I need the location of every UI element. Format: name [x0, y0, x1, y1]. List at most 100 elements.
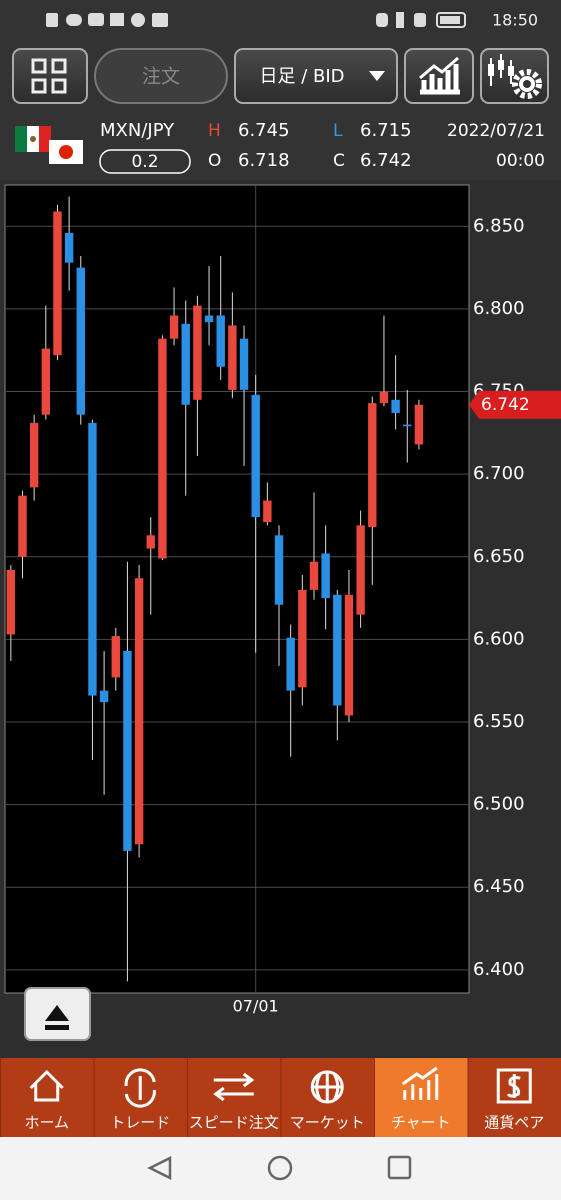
candle-body	[158, 338, 167, 559]
status-bar	[0, 0, 561, 42]
nav-item[interactable]: チャート	[374, 1058, 468, 1137]
nav-label: スピード注文	[189, 1114, 279, 1132]
candle-body	[263, 500, 272, 523]
candle-body	[64, 232, 74, 263]
nav-label: トレード	[110, 1114, 170, 1132]
nav-icon	[29, 1069, 64, 1102]
quote-time: 00:00	[496, 151, 545, 171]
close-value: 6.742	[360, 150, 412, 171]
nav-separator	[93, 1058, 95, 1137]
nav-icon	[401, 1066, 439, 1100]
menu-button[interactable]	[12, 48, 88, 104]
low-value: 6.715	[360, 120, 412, 141]
order-button[interactable]: 注文	[94, 48, 228, 104]
candle-body	[239, 338, 249, 390]
spread: 0.2	[131, 152, 158, 172]
y-tick-label: 6.700	[473, 463, 525, 484]
chart-settings-button[interactable]	[480, 48, 549, 104]
candle-body	[368, 403, 377, 528]
nav-icon	[496, 1068, 532, 1104]
candle-body	[228, 325, 237, 390]
candle-body	[286, 637, 295, 691]
nav-separator	[0, 1058, 1, 1137]
open-label: O	[208, 151, 221, 171]
nav-separator	[280, 1058, 282, 1137]
candle-body	[88, 422, 97, 696]
candle-body	[403, 424, 412, 427]
period-select[interactable]: 日足 / BID	[234, 48, 398, 104]
quote-date: 2022/07/21	[447, 121, 545, 141]
candle-body	[111, 636, 120, 678]
nav-item[interactable]: スピード注文	[187, 1058, 281, 1137]
candle-body	[146, 535, 155, 549]
nav-separator	[467, 1058, 469, 1137]
candle-body	[414, 404, 424, 445]
candle-body	[251, 394, 260, 518]
y-tick-label: 6.850	[473, 215, 525, 236]
system-nav	[0, 1137, 561, 1200]
nav-label: ホーム	[24, 1114, 69, 1132]
candle-body	[309, 561, 319, 590]
x-tick-label: 07/01	[233, 997, 279, 1016]
y-tick-label: 6.400	[473, 959, 525, 980]
y-tick-label: 6.650	[473, 546, 525, 567]
spread-pill	[99, 149, 191, 174]
candle-body	[41, 348, 51, 415]
nav-icon-shape	[213, 1072, 255, 1102]
plot: 6.4006.4506.5006.5506.6006.6506.7006.750…	[5, 185, 525, 993]
nav-icon-shape	[310, 1070, 344, 1104]
nav-item-bg	[187, 1058, 281, 1137]
nav-icon-shape	[401, 1066, 439, 1100]
y-tick-label: 6.550	[473, 711, 525, 732]
nav-icon	[124, 1068, 156, 1108]
chart-type-button[interactable]	[404, 48, 474, 104]
close-label: C	[333, 151, 345, 171]
candle-body	[169, 315, 179, 339]
last-price-label: 6.742	[481, 395, 530, 415]
status-icons	[46, 12, 466, 28]
nav-icon-shape	[29, 1069, 64, 1102]
nav-item[interactable]: 通貨ペア	[467, 1058, 561, 1137]
low-label: L	[333, 121, 343, 141]
candle-body	[53, 211, 62, 356]
candle-body	[379, 391, 389, 404]
candle-body	[344, 594, 354, 716]
candle-body	[216, 315, 225, 367]
y-tick-label: 6.800	[473, 298, 525, 319]
nav-separator	[374, 1058, 375, 1137]
recents-button[interactable]	[387, 1155, 412, 1180]
open-value: 6.718	[238, 150, 290, 171]
nav-item[interactable]: マーケット	[280, 1058, 375, 1137]
nav-icon-shape	[496, 1068, 532, 1104]
order-button-label: 注文	[142, 66, 180, 88]
candle-body	[356, 525, 365, 615]
candle-body	[99, 690, 109, 703]
candle-body	[134, 578, 144, 845]
flags	[15, 126, 83, 164]
y-tick-label: 6.600	[473, 628, 525, 649]
y-tick-label: 6.500	[473, 794, 525, 815]
candle-body	[123, 650, 132, 851]
nav-item[interactable]: ホーム	[0, 1058, 94, 1137]
candle-body	[193, 305, 202, 400]
nav-separator	[187, 1058, 188, 1137]
nav-icon	[310, 1070, 344, 1104]
candle-body	[391, 399, 400, 414]
candle-body	[18, 495, 27, 557]
high-label: H	[208, 121, 221, 141]
candle-body	[181, 323, 190, 405]
candle-body	[29, 422, 39, 488]
home-button[interactable]	[267, 1155, 293, 1181]
nav-label: チャート	[391, 1114, 451, 1132]
nav-label: マーケット	[290, 1114, 365, 1132]
pair: MXN/JPY	[100, 120, 175, 141]
candle-body	[204, 315, 214, 323]
nav-icon	[213, 1072, 255, 1102]
nav-icon-shape	[124, 1068, 156, 1108]
back-button[interactable]	[147, 1155, 172, 1181]
last-price-tag	[469, 390, 561, 419]
collapse-button[interactable]	[24, 987, 91, 1041]
nav-item[interactable]: トレード	[93, 1058, 188, 1137]
